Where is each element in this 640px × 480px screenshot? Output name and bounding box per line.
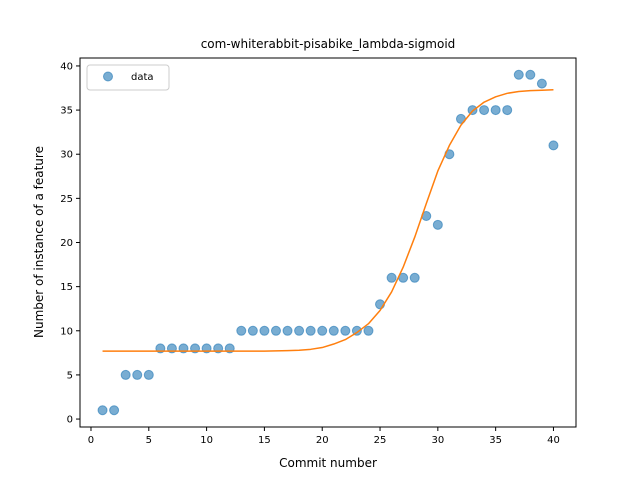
data-point [282,325,293,336]
y-tick-label: 15 [60,282,73,293]
x-tick-label: 10 [200,435,213,446]
y-tick-label: 35 [60,106,73,117]
data-point [317,325,328,336]
y-tick-label: 10 [60,326,73,337]
data-point [432,219,443,230]
legend-marker [103,71,113,82]
y-tick-label: 30 [60,150,73,161]
series-layer [97,69,559,416]
y-tick-label: 20 [60,238,73,249]
data-point [294,325,305,336]
data-point [143,369,154,380]
data-point [351,325,362,336]
x-tick-label: 40 [547,435,560,446]
data-point [409,272,420,283]
data-point [305,325,316,336]
data-point [340,325,351,336]
x-tick-label: 15 [258,435,271,446]
data-point [120,369,131,380]
data-point [132,369,143,380]
data-point [525,69,536,80]
data-point [479,105,490,116]
legend-box [86,64,170,91]
x-tick-label: 30 [431,435,444,446]
x-axis-ticks: 0 5 10 15 20 25 30 35 40 [88,427,560,446]
x-tick-label: 0 [88,435,94,446]
data-point [363,325,374,336]
data-point [548,140,559,151]
data-point [236,325,247,336]
data-point [490,105,501,116]
data-point [247,325,258,336]
y-tick-label: 5 [67,370,73,381]
legend-label: data [131,72,154,83]
fit-line [102,89,554,352]
x-tick-label: 20 [316,435,329,446]
data-point [109,405,120,416]
y-tick-label: 25 [60,194,73,205]
data-point [502,105,513,116]
x-axis-label: Commit number [279,456,377,470]
legend: data [86,64,170,91]
chart-title: com-whiterabbit-pisabike_lambda-sigmoid [201,37,456,51]
x-tick-label: 35 [489,435,502,446]
data-point [328,325,339,336]
y-axis-label: Number of instance of a feature [32,146,46,338]
data-point [259,325,270,336]
data-point [536,78,547,89]
y-axis-ticks: 0 5 10 15 20 25 30 35 40 [60,61,80,426]
axes-frame [79,57,577,428]
y-tick-label: 40 [60,61,73,72]
data-point [270,325,281,336]
x-tick-label: 5 [146,435,152,446]
data-point [97,405,108,416]
y-tick-label: 0 [67,415,73,426]
data-point [386,272,397,283]
x-tick-label: 25 [374,435,387,446]
data-point [513,69,524,80]
